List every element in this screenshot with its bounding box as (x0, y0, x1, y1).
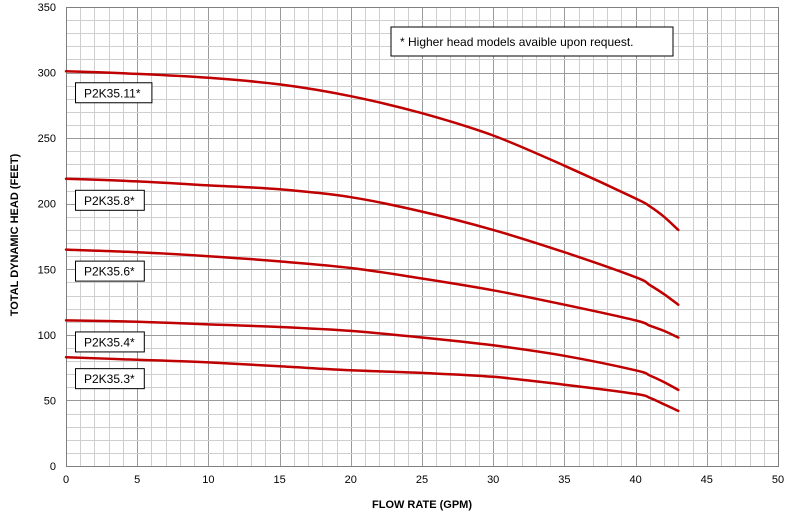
y-tick-label: 300 (38, 68, 56, 80)
series-label-box (75, 189, 145, 211)
series-label-text: P2K35.11* (84, 86, 141, 100)
annotation-text: * Higher head models avaible upon reques… (400, 35, 633, 49)
y-tick-label: 0 (50, 461, 56, 473)
y-tick-label: 50 (44, 395, 56, 407)
series-line-4 (64, 355, 680, 413)
x-axis-title: FLOW RATE (GPM) (372, 499, 472, 511)
y-axis-ticks: 0 50 100 150 200 250 300 350 (38, 2, 56, 473)
y-tick-label: 150 (38, 264, 56, 276)
series-label-box (75, 260, 145, 282)
y-axis-title: TOTAL DYNAMIC HEAD (FEET) (9, 153, 21, 316)
x-axis-ticks: 0 5 10 15 20 25 30 35 40 45 50 (63, 474, 784, 486)
x-tick-label: 30 (487, 474, 499, 486)
y-tick-label: 250 (38, 133, 56, 145)
x-tick-label: 0 (63, 474, 69, 486)
x-tick-label: 50 (772, 474, 784, 486)
series-label-4: P2K35.3* (75, 368, 145, 390)
series-label-text: P2K35.4* (84, 335, 135, 349)
y-tick-label: 100 (38, 330, 56, 342)
series-line-3 (64, 319, 680, 392)
annotation-box: * Higher head models avaible upon reques… (390, 26, 674, 57)
x-tick-label: 25 (416, 474, 428, 486)
series-label-box (75, 331, 145, 353)
x-tick-label: 35 (558, 474, 570, 486)
series-lines (64, 70, 680, 413)
series-label-1: P2K35.8* (75, 189, 145, 211)
series-label-text: P2K35.6* (84, 265, 135, 279)
x-tick-label: 45 (701, 474, 713, 486)
y-tick-label: 200 (38, 199, 56, 211)
x-tick-label: 10 (202, 474, 214, 486)
series-label-0: P2K35.11* (75, 82, 153, 104)
series-label-2: P2K35.6* (75, 260, 145, 282)
x-tick-label: 15 (273, 474, 285, 486)
series-label-box (75, 82, 153, 104)
series-label-text: P2K35.8* (84, 194, 135, 208)
y-tick-label: 350 (38, 2, 56, 14)
plot-border (66, 7, 779, 467)
series-labels: P2K35.11* P2K35.8* P2K35.6* P2K35.4* P2K35.3… (75, 82, 153, 390)
x-tick-label: 5 (134, 474, 140, 486)
x-tick-label: 40 (629, 474, 641, 486)
x-tick-label: 20 (345, 474, 357, 486)
series-line-0 (64, 70, 680, 232)
series-label-box (75, 368, 145, 390)
series-line-2 (64, 248, 680, 339)
series-label-text: P2K35.3* (84, 372, 135, 386)
series-label-3: P2K35.4* (75, 331, 145, 353)
series-line-1 (64, 177, 680, 306)
